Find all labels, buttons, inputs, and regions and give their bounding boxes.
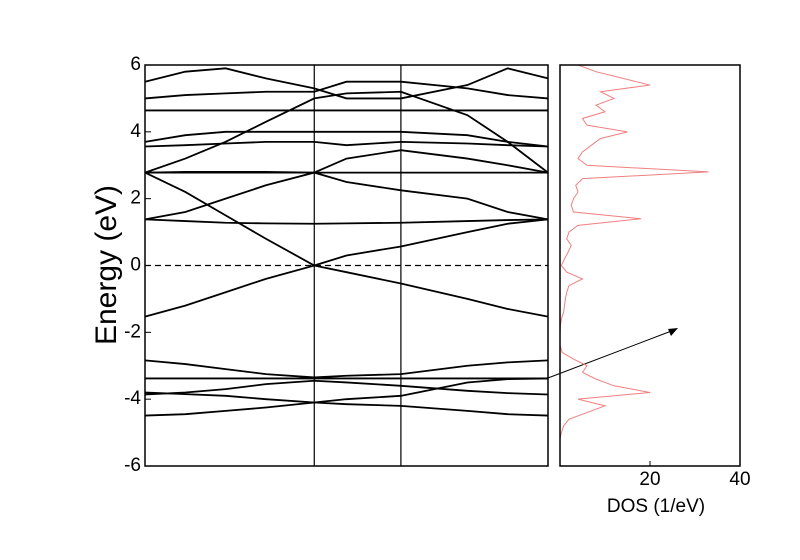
band-line [144, 140, 549, 148]
annotation-arrow [547, 329, 675, 379]
band-line [144, 130, 549, 148]
band-line [144, 264, 549, 318]
band-line [144, 171, 549, 267]
y-tick-label: 2 [130, 188, 141, 209]
band-line [144, 359, 549, 379]
y-axis-label: Energy (eV) [90, 185, 123, 345]
y-tick-label: 6 [130, 54, 141, 75]
x-tick-label: 20 [639, 469, 660, 490]
band-line [144, 80, 549, 100]
x-tick-label: 40 [729, 469, 750, 490]
y-tick-label: -2 [124, 321, 141, 342]
plot-frame [144, 64, 549, 467]
y-tick-label: -4 [124, 388, 141, 409]
x-axis-label: DOS (1/eV) [607, 496, 705, 517]
dos-frame [559, 64, 741, 467]
band-line [144, 379, 549, 396]
band-line [144, 401, 549, 417]
band-line [144, 90, 549, 174]
dos-line [559, 64, 709, 466]
band-line [144, 149, 549, 174]
arrow-head [668, 328, 678, 336]
band-line [144, 218, 549, 225]
y-tick-label: -6 [124, 455, 141, 476]
band-line [144, 377, 549, 404]
y-tick-label: 0 [130, 255, 141, 276]
band-line [144, 67, 549, 100]
band-line [144, 171, 549, 221]
y-tick-label: 4 [130, 121, 141, 142]
